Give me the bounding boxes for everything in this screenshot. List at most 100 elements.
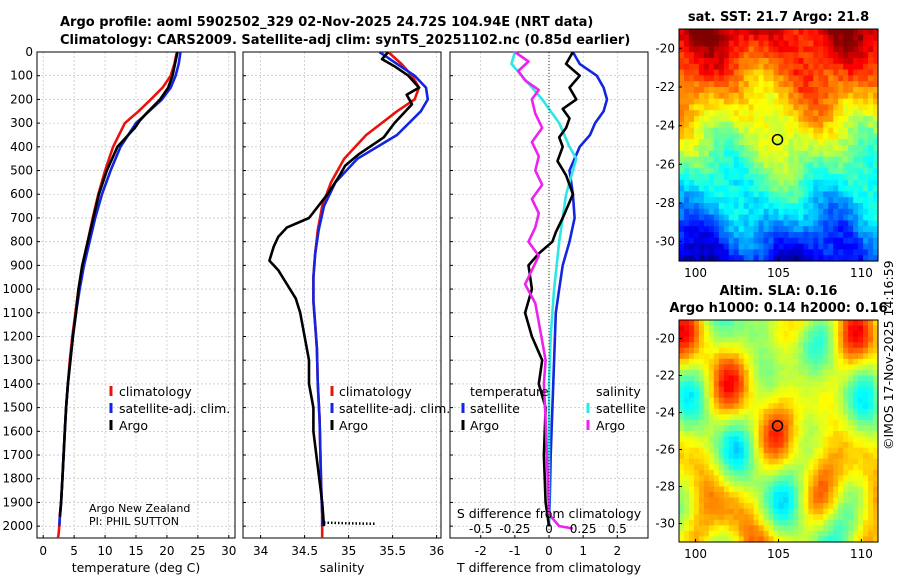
heatmap-cell	[728, 29, 735, 36]
heatmap-cell	[763, 353, 770, 360]
heatmap-cell	[788, 58, 795, 65]
heatmap-cell	[818, 150, 824, 158]
heatmap-cell	[758, 34, 765, 42]
heatmap-cell	[823, 403, 829, 410]
heatmap-cell	[863, 34, 869, 42]
heatmap-cell	[743, 58, 750, 65]
heatmap-cell	[808, 381, 814, 388]
heatmap-cell	[828, 58, 834, 65]
heatmap-cell	[768, 386, 775, 393]
heatmap-cell	[793, 110, 799, 117]
heatmap-cell	[728, 87, 735, 94]
heatmap-cell	[798, 34, 804, 42]
heatmap-cell	[773, 110, 780, 117]
heatmap-cell	[813, 46, 819, 53]
heatmap-cell	[738, 325, 745, 332]
heatmap-cell	[703, 458, 710, 465]
heatmap-cell	[718, 75, 725, 82]
heatmap-cell	[843, 419, 849, 427]
heatmap-cell	[743, 392, 750, 399]
heatmap-cell	[863, 503, 869, 510]
heatmap-cell	[738, 486, 745, 493]
heatmap-cell	[843, 525, 849, 532]
heatmap-cell	[733, 431, 740, 438]
heatmap-cell	[733, 364, 740, 371]
heatmap-cell	[873, 116, 879, 123]
heatmap-cell	[853, 419, 859, 427]
heatmap-cell	[743, 375, 750, 382]
heatmap-cell	[838, 81, 844, 88]
heatmap-cell	[848, 353, 854, 360]
heatmap-cell	[748, 133, 755, 140]
heatmap-cell	[843, 325, 849, 332]
heatmap-cell	[798, 425, 804, 432]
heatmap-cell	[679, 168, 685, 175]
heatmap-cell	[748, 503, 755, 510]
heatmap-cell	[763, 486, 770, 493]
heatmap-cell	[773, 226, 780, 233]
heatmap-cell	[723, 40, 730, 47]
heatmap-cell	[873, 419, 879, 427]
heatmap-cell	[768, 353, 775, 360]
heatmap-cell	[833, 139, 839, 146]
heatmap-cell	[698, 536, 705, 543]
heatmap-cell	[783, 514, 790, 521]
heatmap-cell	[788, 52, 795, 59]
heatmap-cell	[843, 320, 849, 327]
y-tick-label: -26	[655, 443, 675, 457]
heatmap-cell	[818, 530, 824, 538]
heatmap-cell	[813, 475, 819, 482]
heatmap-cell	[833, 403, 839, 410]
heatmap-cell	[848, 139, 854, 146]
heatmap-cell	[758, 237, 765, 245]
heatmap-cell	[853, 403, 859, 410]
heatmap-cell	[683, 237, 690, 245]
heatmap-cell	[768, 475, 775, 482]
heatmap-cell	[858, 514, 864, 521]
heatmap-cell	[763, 375, 770, 382]
heatmap-cell	[823, 508, 829, 515]
heatmap-cell	[713, 436, 720, 443]
heatmap-cell	[728, 174, 735, 181]
heatmap-cell	[683, 232, 690, 239]
heatmap-cell	[868, 519, 874, 526]
heatmap-cell	[838, 514, 844, 521]
heatmap-cell	[753, 127, 760, 134]
heatmap-cell	[688, 133, 695, 140]
heatmap-cell	[848, 392, 854, 399]
heatmap-cell	[778, 116, 785, 123]
heatmap-cell	[868, 52, 874, 59]
heatmap-cell	[703, 381, 710, 388]
heatmap-cell	[723, 58, 730, 65]
heatmap-cell	[838, 29, 844, 36]
heatmap-cell	[853, 232, 859, 239]
heatmap-cell	[833, 397, 839, 404]
heatmap-cell	[873, 139, 879, 146]
heatmap-cell	[853, 536, 859, 543]
heatmap-cell	[679, 530, 685, 538]
heatmap-cell	[838, 75, 844, 82]
heatmap-cell	[788, 442, 795, 449]
heatmap-cell	[783, 475, 790, 482]
heatmap-cell	[763, 237, 770, 245]
series-s-argo	[514, 50, 574, 530]
heatmap-cell	[753, 475, 760, 482]
heatmap-cell	[679, 331, 685, 338]
heatmap-cell	[718, 453, 725, 460]
heatmap-cell	[688, 397, 695, 404]
heatmap-cell	[723, 514, 730, 521]
heatmap-cell	[853, 127, 859, 134]
heatmap-cell	[838, 458, 844, 465]
heatmap-cell	[698, 464, 705, 471]
heatmap-cell	[813, 34, 819, 42]
heatmap-cell	[808, 243, 814, 250]
heatmap-cell	[788, 414, 795, 421]
heatmap-cell	[803, 525, 809, 532]
heatmap-cell	[733, 249, 740, 256]
heatmap-cell	[738, 458, 745, 465]
heatmap-cell	[828, 392, 834, 399]
heatmap-cell	[733, 475, 740, 482]
heatmap-cell	[833, 133, 839, 140]
heatmap-cell	[778, 525, 785, 532]
